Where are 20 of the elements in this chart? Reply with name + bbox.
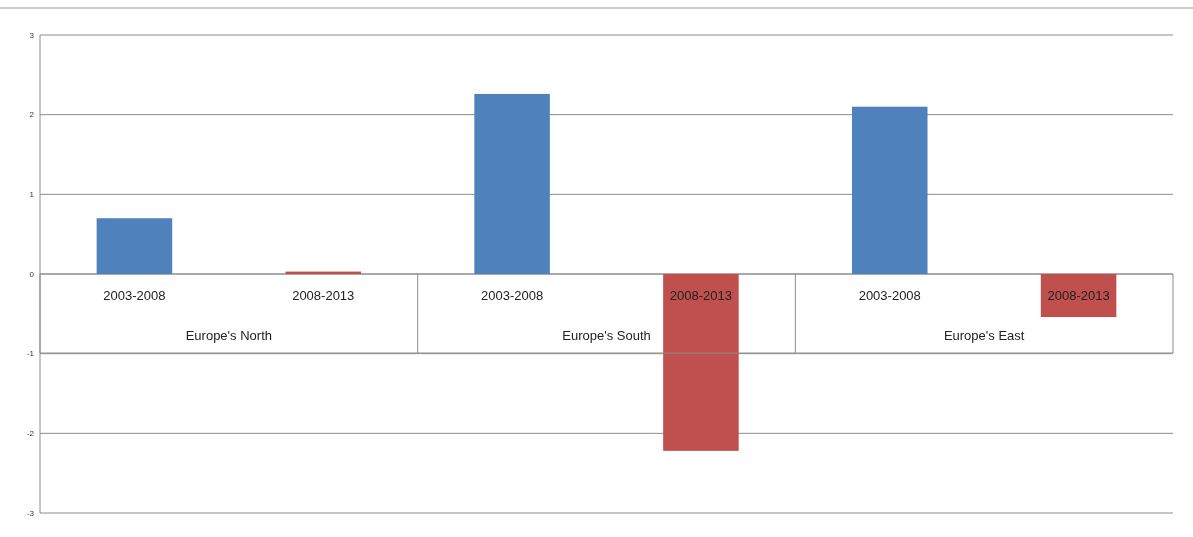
x-tick-label: 2003-2008 bbox=[103, 288, 166, 303]
bar bbox=[663, 274, 739, 451]
y-tick-label: -1 bbox=[26, 349, 35, 359]
y-tick-label: -3 bbox=[26, 508, 35, 518]
bar bbox=[851, 106, 928, 274]
x-tick-label: 2003-2008 bbox=[481, 288, 544, 303]
y-tick-label: -2 bbox=[26, 429, 35, 439]
y-tick-label: 1 bbox=[29, 190, 35, 200]
annotation: Europe's East bbox=[943, 328, 1025, 343]
annotation: Europe's North bbox=[185, 328, 272, 343]
x-tick-label: 2008-2013 bbox=[292, 288, 355, 303]
bar bbox=[96, 218, 173, 274]
bar bbox=[474, 93, 550, 274]
x-tick-label: 2008-2013 bbox=[1047, 288, 1110, 303]
y-tick-label: 2 bbox=[29, 110, 35, 120]
annotation: Europe's South bbox=[562, 328, 651, 343]
y-tick-label: 3 bbox=[29, 30, 35, 40]
x-tick-label: 2003-2008 bbox=[858, 288, 921, 303]
x-tick-label: 2008-2013 bbox=[669, 288, 732, 303]
y-tick-label: 0 bbox=[29, 269, 35, 279]
